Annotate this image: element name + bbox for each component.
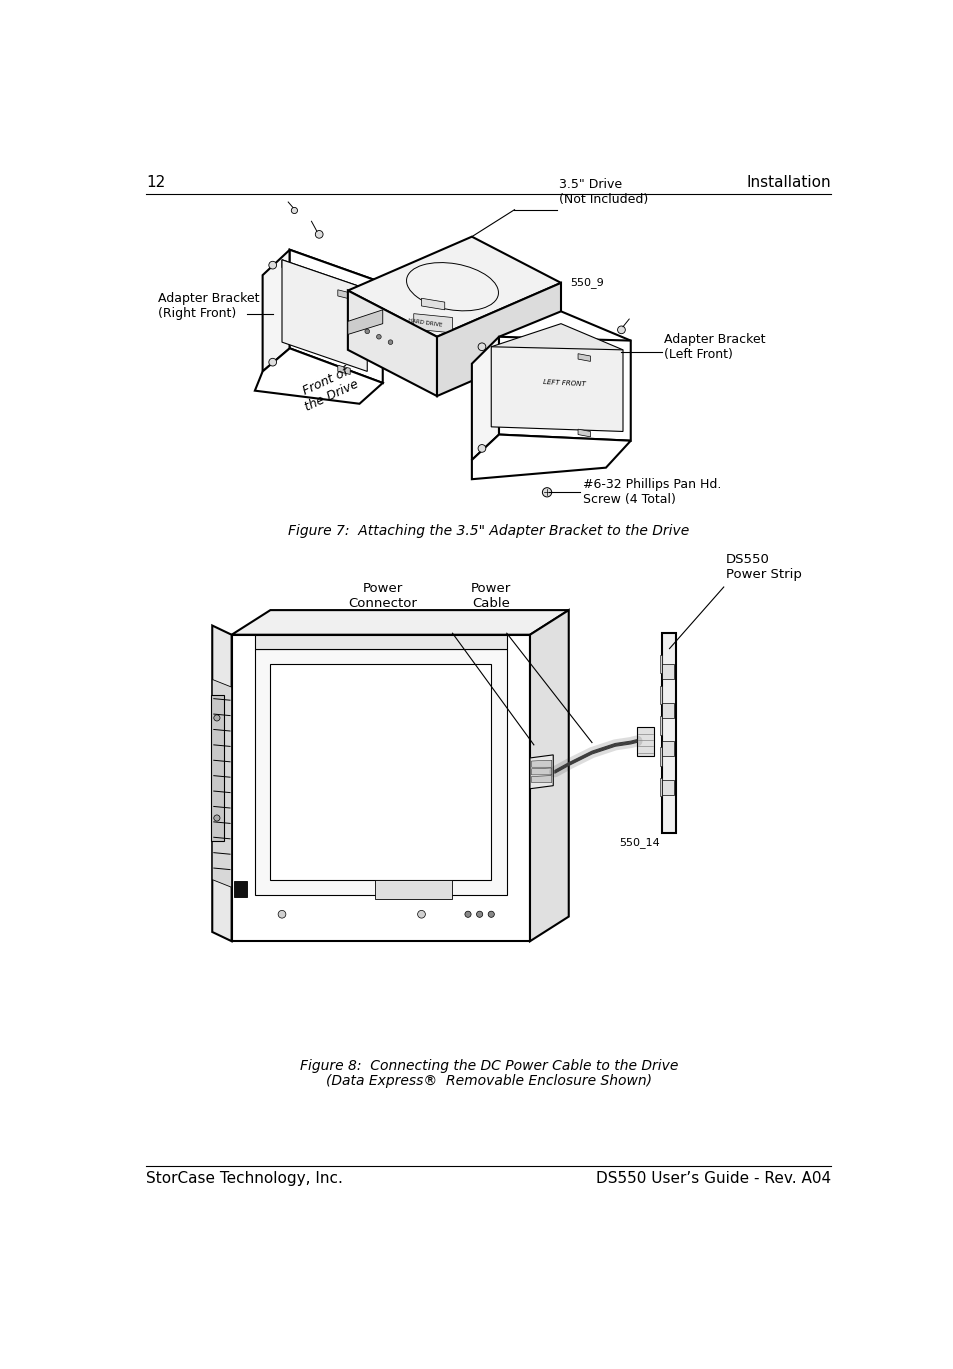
Polygon shape (436, 283, 560, 396)
Polygon shape (498, 337, 630, 441)
Text: Adapter Bracket
(Left Front): Adapter Bracket (Left Front) (663, 333, 764, 361)
Polygon shape (659, 686, 661, 704)
Circle shape (417, 910, 425, 919)
Polygon shape (659, 747, 661, 765)
Polygon shape (254, 348, 382, 404)
Circle shape (315, 230, 323, 238)
Text: Figure 7:  Attaching the 3.5" Adapter Bracket to the Drive: Figure 7: Attaching the 3.5" Adapter Bra… (288, 524, 689, 538)
Text: StorCase Technology, Inc.: StorCase Technology, Inc. (146, 1170, 343, 1186)
Circle shape (477, 342, 485, 350)
Polygon shape (262, 249, 290, 371)
Text: DS550 User’s Guide - Rev. A04: DS550 User’s Guide - Rev. A04 (596, 1170, 831, 1186)
Polygon shape (290, 249, 382, 383)
Polygon shape (498, 311, 630, 366)
Polygon shape (290, 249, 382, 303)
Polygon shape (375, 880, 452, 899)
Polygon shape (421, 298, 444, 309)
Polygon shape (254, 635, 506, 649)
Polygon shape (337, 366, 350, 375)
Text: Adapter Bracket
(Right Front): Adapter Bracket (Right Front) (158, 292, 259, 320)
Polygon shape (233, 882, 247, 897)
Text: Installation: Installation (746, 175, 831, 190)
Circle shape (376, 334, 381, 340)
Polygon shape (661, 741, 674, 757)
Polygon shape (659, 716, 661, 735)
Circle shape (476, 912, 482, 917)
Polygon shape (472, 434, 630, 479)
Polygon shape (530, 754, 553, 789)
Circle shape (542, 487, 551, 497)
Polygon shape (472, 337, 498, 460)
Circle shape (365, 329, 369, 334)
Text: HARD DRIVE: HARD DRIVE (408, 318, 442, 327)
Polygon shape (282, 260, 367, 371)
Polygon shape (661, 634, 675, 834)
Circle shape (269, 261, 276, 268)
Text: 3.5" Drive
(Not Included): 3.5" Drive (Not Included) (558, 178, 648, 205)
Text: 550_9: 550_9 (570, 278, 603, 289)
Polygon shape (659, 778, 661, 797)
Circle shape (388, 340, 393, 345)
Polygon shape (531, 776, 551, 783)
Text: Power
Connector: Power Connector (348, 582, 416, 611)
Text: Front of
the Drive: Front of the Drive (296, 363, 360, 413)
Circle shape (617, 326, 624, 334)
Polygon shape (491, 323, 622, 372)
Circle shape (278, 910, 286, 919)
Polygon shape (530, 611, 568, 942)
Polygon shape (212, 679, 232, 887)
Polygon shape (270, 664, 491, 880)
Text: 550_14: 550_14 (619, 838, 659, 849)
Polygon shape (531, 760, 551, 767)
Polygon shape (211, 695, 224, 841)
Polygon shape (531, 768, 551, 775)
Polygon shape (414, 314, 452, 333)
Polygon shape (491, 346, 622, 431)
Polygon shape (661, 664, 674, 679)
Circle shape (488, 912, 494, 917)
Polygon shape (348, 237, 560, 337)
Circle shape (213, 715, 220, 721)
Polygon shape (337, 290, 350, 298)
Text: (Data Express®  Removable Enclosure Shown): (Data Express® Removable Enclosure Shown… (326, 1075, 651, 1088)
Polygon shape (578, 428, 590, 437)
Polygon shape (661, 702, 674, 717)
Circle shape (477, 445, 485, 452)
Polygon shape (282, 260, 367, 297)
Polygon shape (348, 309, 382, 334)
Text: Power
Cable: Power Cable (471, 582, 511, 611)
Polygon shape (232, 611, 568, 635)
Text: #6-32 Phillips Pan Hd.
Screw (4 Total): #6-32 Phillips Pan Hd. Screw (4 Total) (582, 478, 720, 507)
Polygon shape (578, 353, 590, 361)
Polygon shape (212, 626, 232, 942)
Circle shape (269, 359, 276, 366)
Text: DS550
Power Strip: DS550 Power Strip (725, 553, 801, 580)
Text: 12: 12 (146, 175, 166, 190)
Polygon shape (659, 654, 661, 674)
Polygon shape (637, 727, 654, 757)
Polygon shape (254, 649, 506, 895)
Text: Figure 8:  Connecting the DC Power Cable to the Drive: Figure 8: Connecting the DC Power Cable … (299, 1060, 678, 1073)
Polygon shape (348, 290, 436, 396)
Polygon shape (661, 779, 674, 795)
Text: LEFT FRONT: LEFT FRONT (543, 379, 586, 387)
Circle shape (213, 815, 220, 821)
Circle shape (464, 912, 471, 917)
Polygon shape (232, 635, 530, 942)
Circle shape (291, 207, 297, 214)
